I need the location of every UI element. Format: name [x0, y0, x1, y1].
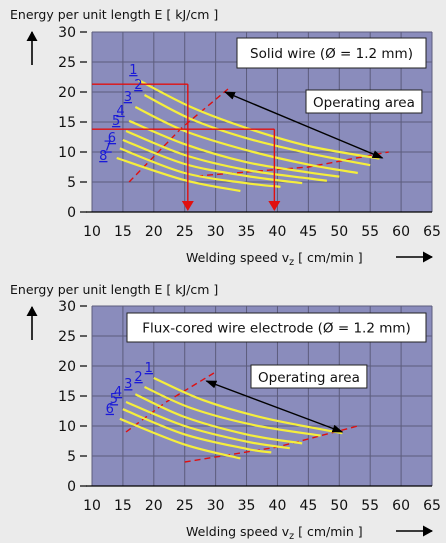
curve-label-1[interactable]: 1 [145, 361, 153, 376]
y-tick-label: 15 [58, 389, 76, 405]
curve-6 [122, 138, 303, 185]
operating-area-label: Operating area [258, 370, 360, 386]
y-tick-label: 30 [58, 25, 76, 41]
x-tick-label: 55 [361, 224, 379, 240]
x-tick-label: 10 [83, 224, 101, 240]
x-tick-label: 50 [330, 498, 348, 514]
x-tick-label: 20 [145, 498, 163, 514]
y-tick-label: 0 [67, 479, 76, 495]
y-tick-label: 15 [58, 115, 76, 131]
curve-label-2[interactable]: 2 [134, 370, 142, 385]
x-tick-label: 65 [423, 224, 441, 240]
x-axis-title: Welding speed vz [ cm/min ] [186, 524, 363, 542]
y-axis-title: Energy per unit length E [ kJ/cm ] [10, 7, 218, 22]
annotation-text: Solid wire (Ø = 1.2 mm) [250, 46, 413, 62]
curve-4 [128, 119, 340, 178]
y-tick-label: 25 [58, 329, 76, 345]
curve-label-3[interactable]: 3 [124, 90, 132, 105]
curve-4 [125, 400, 290, 450]
curve-7 [119, 147, 281, 188]
chart-panel-1: Energy per unit length E [ kJ/cm ]051015… [10, 7, 441, 268]
curve-label-4[interactable]: 4 [116, 104, 124, 119]
x-tick-label: 55 [361, 498, 379, 514]
operating-area-label: Operating area [313, 95, 415, 111]
x-tick-label: 35 [238, 224, 256, 240]
y-axis-title: Energy per unit length E [ kJ/cm ] [10, 282, 218, 297]
chart-panel-2: Energy per unit length E [ kJ/cm ]051015… [10, 282, 441, 542]
x-tick-label: 40 [269, 224, 287, 240]
annotation-box [236, 37, 427, 69]
curve-label-6[interactable]: 6 [108, 131, 116, 146]
y-tick-label: 10 [58, 419, 76, 435]
x-tick-label: 60 [392, 498, 410, 514]
curve-8 [116, 156, 241, 193]
x-tick-label: 25 [176, 224, 194, 240]
curve-label-4[interactable]: 4 [114, 385, 122, 400]
x-tick-label: 50 [330, 224, 348, 240]
annotation-box [126, 312, 427, 343]
x-tick-label: 35 [238, 498, 256, 514]
curve-label-8[interactable]: 8 [99, 149, 107, 164]
x-tick-label: 10 [83, 498, 101, 514]
curve-label-5[interactable]: 5 [110, 392, 118, 407]
y-tick-label: 10 [58, 145, 76, 161]
x-tick-label: 15 [114, 498, 132, 514]
x-tick-label: 25 [176, 498, 194, 514]
x-tick-label: 30 [207, 498, 225, 514]
x-axis-title: Welding speed vz [ cm/min ] [186, 250, 363, 268]
operating-area-boundary [125, 371, 216, 433]
curve-label-1[interactable]: 1 [129, 63, 137, 78]
x-tick-label: 15 [114, 224, 132, 240]
operating-area-boundary [197, 151, 389, 177]
operating-area-arrow [223, 91, 384, 159]
x-tick-label: 45 [299, 224, 317, 240]
y-tick-label: 5 [67, 175, 76, 191]
curve-label-3[interactable]: 3 [124, 377, 132, 392]
curve-6 [119, 417, 241, 460]
x-tick-label: 40 [269, 498, 287, 514]
curve-label-5[interactable]: 5 [112, 114, 120, 129]
x-tick-label: 45 [299, 498, 317, 514]
curve-label-6[interactable]: 6 [106, 402, 114, 417]
y-tick-label: 20 [58, 85, 76, 101]
curve-label-7[interactable]: 7 [103, 139, 111, 154]
y-tick-label: 0 [67, 205, 76, 221]
curve-label-2[interactable]: 2 [134, 78, 142, 93]
y-tick-label: 20 [58, 359, 76, 375]
y-tick-label: 30 [58, 299, 76, 315]
x-tick-label: 20 [145, 224, 163, 240]
x-tick-label: 65 [423, 498, 441, 514]
x-tick-label: 60 [392, 224, 410, 240]
operating-area-boundary [128, 88, 229, 183]
y-tick-label: 5 [67, 449, 76, 465]
x-tick-label: 30 [207, 224, 225, 240]
annotation-text: Flux-cored wire electrode (Ø = 1.2 mm) [142, 321, 411, 337]
curve-5 [122, 408, 272, 454]
curve-5 [125, 129, 328, 182]
operating-area-arrow [205, 380, 344, 433]
y-tick-label: 25 [58, 55, 76, 71]
